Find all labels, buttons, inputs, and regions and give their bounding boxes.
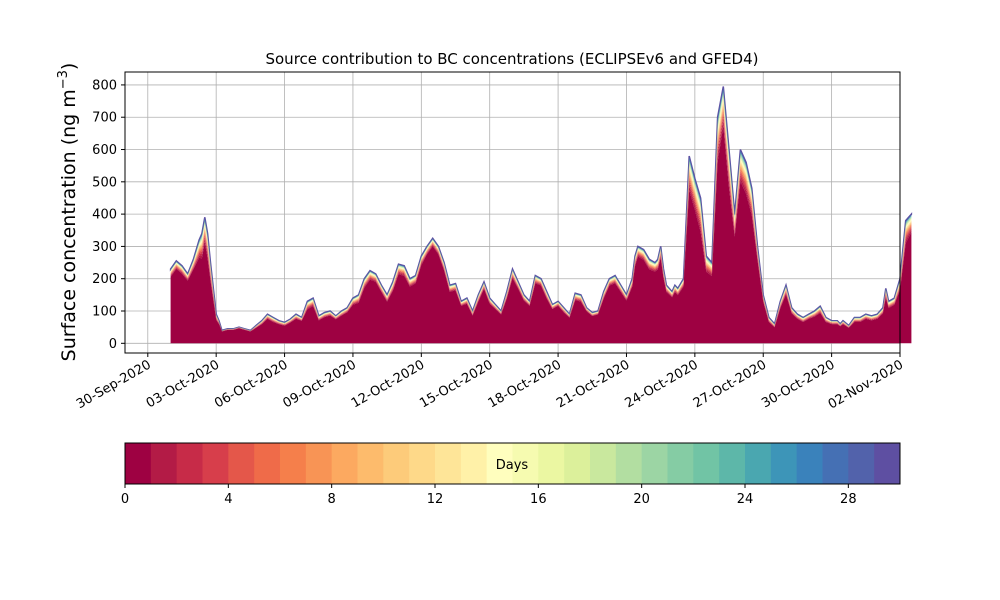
colorbar-swatch	[383, 443, 410, 484]
colorbar-swatch	[280, 443, 307, 484]
colorbar-swatch	[770, 443, 798, 484]
colorbar-swatch	[357, 443, 384, 484]
y-tick-label: 100	[92, 305, 117, 320]
colorbar-tick-label: 0	[121, 492, 129, 507]
colorbar-swatch	[796, 443, 823, 484]
x-tick-label: 24-Oct-2020	[622, 357, 700, 411]
y-tick-label: 500	[92, 175, 117, 190]
x-tick-label: 30-Sep-2020	[74, 357, 154, 412]
colorbar-swatch	[615, 443, 643, 484]
colorbar-tick-label: 20	[633, 492, 650, 507]
colorbar-label: Days	[496, 458, 529, 473]
colorbar-swatch	[409, 443, 436, 484]
colorbar-swatch	[641, 443, 668, 484]
colorbar-swatch	[150, 443, 178, 484]
colorbar-swatch	[460, 443, 488, 484]
colorbar-swatch	[590, 443, 617, 484]
y-axis: 0 100 200 300 400 500 600 700 800	[92, 78, 125, 352]
colorbar-tick-label: 12	[427, 492, 444, 507]
colorbar-swatch	[254, 443, 281, 484]
colorbar-tick-label: 16	[530, 492, 547, 507]
y-tick-label: 400	[92, 208, 117, 223]
colorbar-swatch	[486, 443, 513, 484]
y-tick-label: 200	[92, 272, 117, 287]
area-layer-day-0	[170, 125, 912, 344]
y-tick-label: 700	[92, 111, 117, 126]
colorbar-frame	[124, 442, 901, 485]
colorbar-swatch	[667, 443, 694, 484]
plot-frame	[124, 71, 901, 354]
colorbar-tick-label: 8	[328, 492, 336, 507]
x-tick-label: 12-Oct-2020	[349, 357, 427, 411]
colorbar-swatch	[822, 443, 849, 484]
colorbar-swatch	[125, 443, 152, 484]
chart-title: Source contribution to BC concentrations…	[265, 50, 758, 68]
colorbar-swatch	[693, 443, 720, 484]
colorbar-tick-label: 4	[224, 492, 232, 507]
x-axis: 30-Sep-202003-Oct-202006-Oct-202009-Oct-…	[74, 353, 906, 412]
y-tick-label: 300	[92, 240, 117, 255]
colorbar-swatch	[512, 443, 539, 484]
x-tick-label: 06-Oct-2020	[212, 357, 290, 411]
y-tick-label: 600	[92, 143, 117, 158]
colorbar-swatch	[228, 443, 255, 484]
colorbar-tick-label: 24	[737, 492, 754, 507]
colorbar-swatch	[176, 443, 203, 484]
x-tick-label: 03-Oct-2020	[144, 357, 222, 411]
colorbar-ticks: 0 4 8 12 16 20 24 28	[121, 484, 857, 507]
colorbar-swatch	[331, 443, 358, 484]
y-tick-label: 0	[109, 337, 117, 352]
x-tick-label: 18-Oct-2020	[486, 357, 564, 411]
colorbar-swatch	[719, 443, 746, 484]
x-tick-label: 30-Oct-2020	[759, 357, 837, 411]
colorbar-swatch	[848, 443, 875, 484]
colorbar	[125, 443, 901, 484]
y-axis-label: Surface concentration (ng m−3)	[56, 63, 80, 362]
colorbar-swatch	[435, 443, 462, 484]
area-layers	[169, 86, 913, 344]
colorbar-swatch	[305, 443, 333, 484]
x-tick-label: 21-Oct-2020	[554, 357, 632, 411]
x-tick-label: 09-Oct-2020	[281, 357, 359, 411]
x-tick-label: 27-Oct-2020	[691, 357, 769, 411]
colorbar-swatch	[874, 443, 901, 484]
colorbar-swatch	[745, 443, 772, 484]
colorbar-swatch	[202, 443, 229, 484]
x-tick-label: 15-Oct-2020	[417, 357, 495, 411]
colorbar-tick-label: 28	[840, 492, 857, 507]
y-tick-label: 800	[92, 78, 117, 93]
colorbar-swatch	[538, 443, 565, 484]
x-tick-label: 02-Nov-2020	[826, 357, 906, 412]
colorbar-swatch	[564, 443, 591, 484]
